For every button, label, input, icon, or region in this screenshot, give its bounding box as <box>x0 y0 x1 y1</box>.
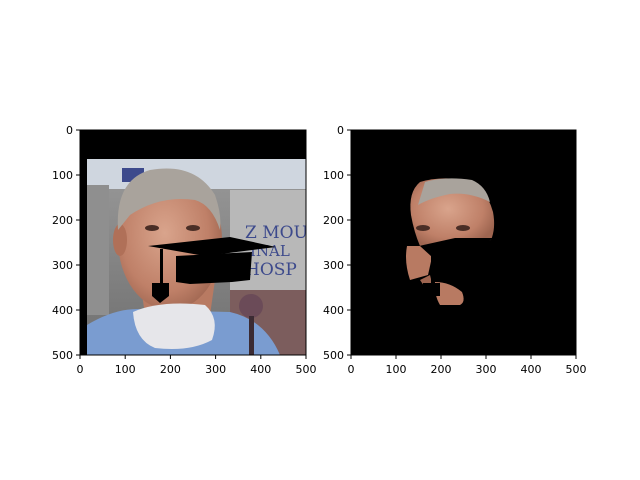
y-tick-label: 300 <box>52 259 73 272</box>
mask-panel <box>350 129 577 356</box>
photo-image: Z MOUN INAL HOSP <box>80 130 323 355</box>
x-tick-label: 100 <box>115 363 136 376</box>
y-tick-label: 400 <box>52 304 73 317</box>
y-tick-label: 200 <box>323 214 344 227</box>
sign-text-1: Z MOUN <box>245 223 323 243</box>
x-tick-label: 400 <box>521 363 542 376</box>
graduation-cap <box>148 237 276 303</box>
x-tick-label: 400 <box>250 363 271 376</box>
y-tick-label: 0 <box>337 124 344 137</box>
y-tick-label: 300 <box>323 259 344 272</box>
x-tick-label: 500 <box>566 363 587 376</box>
y-tick-label: 0 <box>66 124 73 137</box>
x-tick-label: 0 <box>77 363 84 376</box>
y-tick-label: 200 <box>52 214 73 227</box>
x-tick-label: 300 <box>476 363 497 376</box>
y-tick-label: 400 <box>323 304 344 317</box>
y-tick-label: 100 <box>52 169 73 182</box>
x-tick-label: 100 <box>386 363 407 376</box>
y-tick-label: 500 <box>52 349 73 362</box>
x-tick-label: 0 <box>348 363 355 376</box>
photo-panel: Z MOUN INAL HOSP <box>79 129 323 356</box>
y-tick-label: 100 <box>323 169 344 182</box>
axes-ticks: 0 100 200 300 400 500 0 100 200 300 400 500 0 100 200 3… <box>52 124 587 376</box>
mask-image <box>351 130 576 355</box>
y-tick-label: 500 <box>323 349 344 362</box>
face-mask <box>133 303 215 349</box>
x-tick-label: 200 <box>160 363 181 376</box>
microphone <box>239 294 263 318</box>
x-tick-label: 500 <box>296 363 317 376</box>
x-tick-label: 200 <box>431 363 452 376</box>
x-tick-label: 300 <box>205 363 226 376</box>
hair <box>117 168 221 230</box>
sign-text-3: HOSP <box>245 260 297 280</box>
